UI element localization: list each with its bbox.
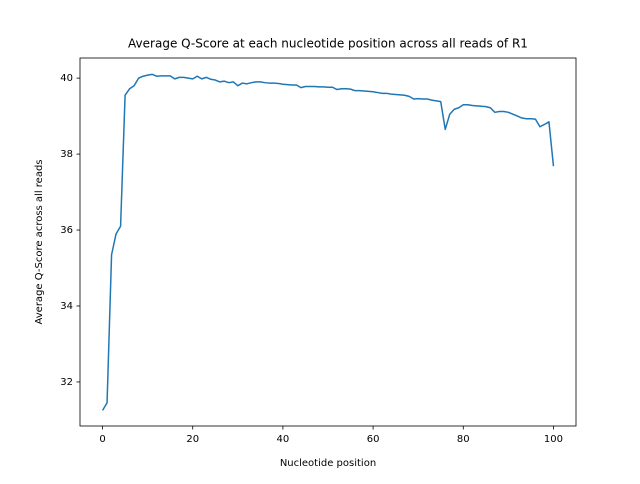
- axes-frame: [79, 57, 577, 427]
- y-tick-label: 40: [60, 73, 73, 84]
- y-tick-label: 34: [60, 301, 73, 312]
- x-tick-label: 0: [99, 434, 105, 445]
- y-tick-label: 36: [60, 225, 73, 236]
- chart-title: Average Q-Score at each nucleotide posit…: [128, 37, 528, 51]
- y-axis-label: Average Q-Score across all reads: [34, 159, 45, 324]
- x-tick-label: 80: [457, 434, 470, 445]
- x-tick-label: 60: [367, 434, 380, 445]
- x-tick-label: 40: [277, 434, 290, 445]
- x-axis-label: Nucleotide position: [280, 458, 376, 469]
- x-tick-label: 100: [544, 434, 563, 445]
- x-tick-label: 20: [186, 434, 199, 445]
- data-line: [101, 73, 555, 411]
- y-tick-label: 38: [60, 149, 73, 160]
- y-tick-label: 32: [60, 377, 73, 388]
